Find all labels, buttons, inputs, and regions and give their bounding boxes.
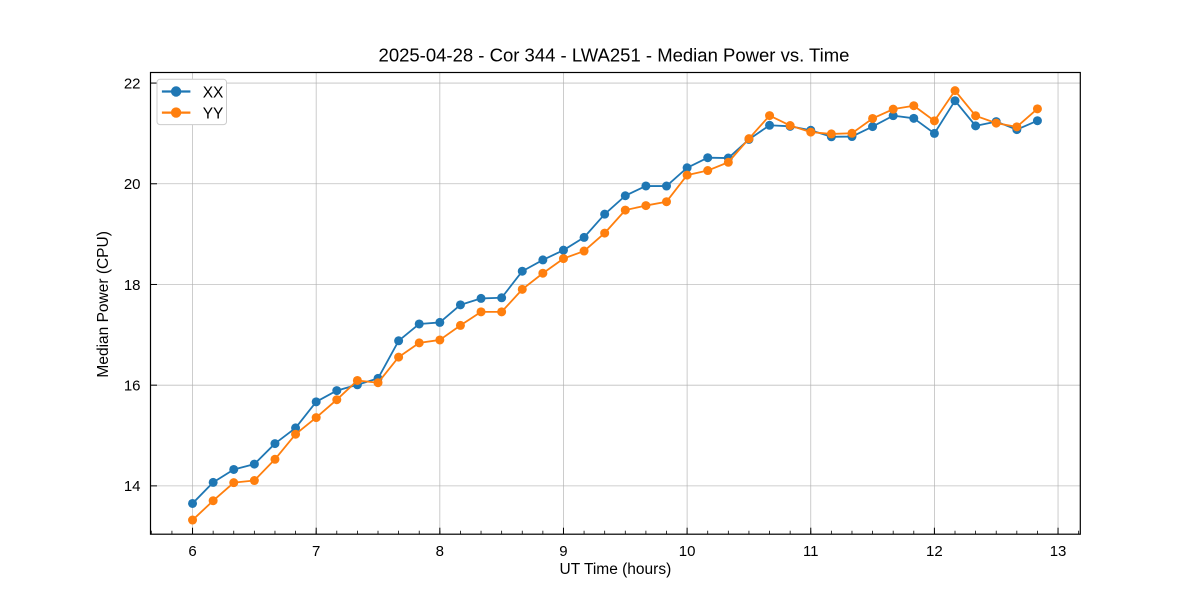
- svg-text:UT Time (hours): UT Time (hours): [560, 561, 672, 578]
- svg-text:13: 13: [1050, 543, 1067, 560]
- svg-text:18: 18: [124, 277, 141, 294]
- svg-text:Median Power (CPU): Median Power (CPU): [95, 231, 112, 377]
- svg-text:8: 8: [436, 543, 444, 560]
- svg-text:YY: YY: [203, 105, 224, 122]
- svg-text:9: 9: [559, 543, 567, 560]
- svg-text:16: 16: [124, 377, 141, 394]
- svg-text:14: 14: [124, 478, 141, 495]
- svg-text:10: 10: [679, 543, 696, 560]
- svg-text:6: 6: [188, 543, 196, 560]
- svg-text:7: 7: [312, 543, 320, 560]
- svg-text:11: 11: [803, 543, 819, 560]
- svg-text:20: 20: [124, 176, 141, 193]
- svg-text:XX: XX: [203, 84, 224, 101]
- svg-text:12: 12: [926, 543, 943, 560]
- svg-text:2025-04-28 - Cor 344 - LWA251: 2025-04-28 - Cor 344 - LWA251 - Median P…: [379, 45, 850, 66]
- svg-text:22: 22: [124, 75, 141, 92]
